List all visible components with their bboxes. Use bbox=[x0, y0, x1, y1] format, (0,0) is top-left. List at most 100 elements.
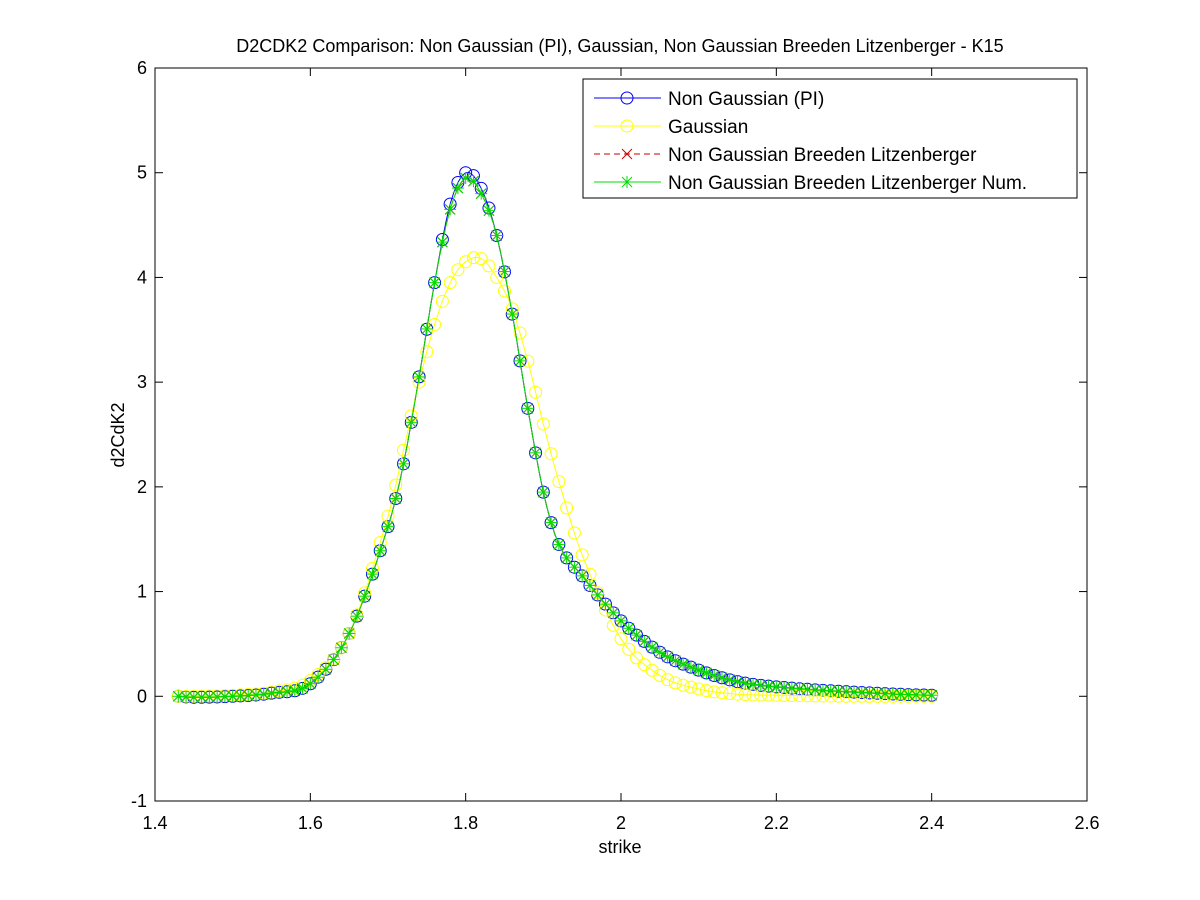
legend-item: Non Gaussian (PI) bbox=[594, 89, 824, 110]
data-point bbox=[576, 569, 589, 582]
data-point bbox=[545, 516, 558, 529]
legend-swatch-marker bbox=[620, 119, 634, 133]
y-tick-label: -1 bbox=[131, 791, 147, 811]
legend-label: Gaussian bbox=[668, 117, 748, 138]
legend: Non Gaussian (PI) Gaussian Non Gaussian Br… bbox=[582, 78, 1078, 199]
legend-swatch-marker bbox=[621, 148, 633, 160]
data-point bbox=[397, 457, 410, 470]
data-point bbox=[591, 588, 604, 601]
data-point bbox=[575, 548, 589, 562]
data-point bbox=[420, 322, 433, 335]
data-point bbox=[606, 618, 620, 632]
data-point bbox=[436, 236, 449, 249]
legend-swatch-marker bbox=[621, 176, 633, 188]
data-point bbox=[389, 492, 402, 505]
data-point bbox=[661, 673, 675, 687]
data-point bbox=[723, 687, 737, 701]
data-point bbox=[715, 671, 728, 684]
legend-swatch-marker bbox=[620, 91, 634, 105]
data-point bbox=[708, 669, 721, 682]
data-point bbox=[684, 661, 697, 674]
y-tick-label: 3 bbox=[137, 372, 147, 392]
data-point bbox=[529, 446, 542, 459]
data-point bbox=[296, 682, 309, 695]
data-point bbox=[327, 653, 340, 666]
legend-item: Gaussian bbox=[594, 117, 748, 138]
legend-label: Non Gaussian Breeden Litzenberger Num. bbox=[668, 173, 1027, 194]
data-point bbox=[529, 385, 543, 399]
data-point bbox=[707, 685, 721, 699]
data-point bbox=[521, 402, 534, 415]
data-point bbox=[583, 579, 596, 592]
data-point bbox=[451, 263, 465, 277]
data-point bbox=[428, 318, 442, 332]
data-point bbox=[537, 486, 550, 499]
data-point bbox=[568, 561, 581, 574]
data-point bbox=[614, 632, 628, 646]
data-point bbox=[700, 666, 713, 679]
data-point bbox=[382, 520, 395, 533]
data-point bbox=[645, 663, 659, 677]
data-point bbox=[350, 610, 363, 623]
chart-title: D2CDK2 Comparison: Non Gaussian (PI), Ga… bbox=[236, 36, 1003, 56]
y-axis-label: d2CdK2 bbox=[108, 402, 128, 467]
data-point bbox=[552, 475, 566, 489]
data-point bbox=[536, 417, 550, 431]
data-point bbox=[567, 526, 581, 540]
data-point bbox=[552, 538, 565, 551]
data-point bbox=[459, 255, 473, 269]
y-tick-label: 4 bbox=[137, 267, 147, 287]
x-tick-label: 2.6 bbox=[1074, 813, 1099, 833]
legend-item: Non Gaussian Breeden Litzenberger Num. bbox=[594, 173, 1027, 194]
data-point bbox=[428, 276, 441, 289]
x-tick-label: 2.4 bbox=[919, 813, 944, 833]
data-point bbox=[646, 641, 659, 654]
data-point bbox=[676, 678, 690, 692]
data-point bbox=[506, 308, 519, 321]
data-point bbox=[498, 265, 511, 278]
data-point bbox=[475, 187, 488, 200]
data-point bbox=[490, 270, 504, 284]
data-point bbox=[273, 686, 286, 699]
data-point bbox=[366, 568, 379, 581]
data-point bbox=[319, 663, 332, 676]
data-point bbox=[902, 688, 915, 701]
data-point bbox=[925, 689, 938, 702]
data-point bbox=[443, 276, 457, 290]
data-point bbox=[466, 251, 480, 265]
x-tick-label: 1.8 bbox=[453, 813, 478, 833]
data-point bbox=[731, 675, 744, 688]
data-point bbox=[172, 690, 185, 703]
data-point bbox=[490, 229, 503, 242]
data-point bbox=[374, 544, 387, 557]
data-point bbox=[513, 326, 527, 340]
y-tick-label: 2 bbox=[137, 477, 147, 497]
series-layer bbox=[171, 166, 939, 704]
data-point bbox=[692, 682, 706, 696]
data-point bbox=[630, 629, 643, 642]
data-point bbox=[435, 294, 449, 308]
legend-label: Non Gaussian (PI) bbox=[668, 89, 824, 110]
data-point bbox=[420, 345, 434, 359]
data-point bbox=[723, 673, 736, 686]
legend-item: Non Gaussian Breeden Litzenberger bbox=[594, 145, 977, 166]
data-point bbox=[599, 598, 612, 611]
data-point bbox=[474, 252, 488, 266]
series-4 bbox=[172, 171, 938, 704]
data-point bbox=[498, 284, 512, 298]
data-point bbox=[358, 590, 371, 603]
data-point bbox=[343, 627, 356, 640]
data-point bbox=[668, 676, 682, 690]
y-tick-label: 6 bbox=[137, 58, 147, 78]
data-point bbox=[413, 370, 426, 383]
data-point bbox=[288, 684, 301, 697]
data-point bbox=[335, 641, 348, 654]
data-point bbox=[467, 175, 480, 188]
y-tick-label: 5 bbox=[137, 163, 147, 183]
data-point bbox=[444, 203, 457, 216]
y-tick-label: 0 bbox=[137, 686, 147, 706]
data-point bbox=[249, 688, 262, 701]
x-axis-label: strike bbox=[598, 837, 641, 857]
data-point bbox=[544, 447, 558, 461]
